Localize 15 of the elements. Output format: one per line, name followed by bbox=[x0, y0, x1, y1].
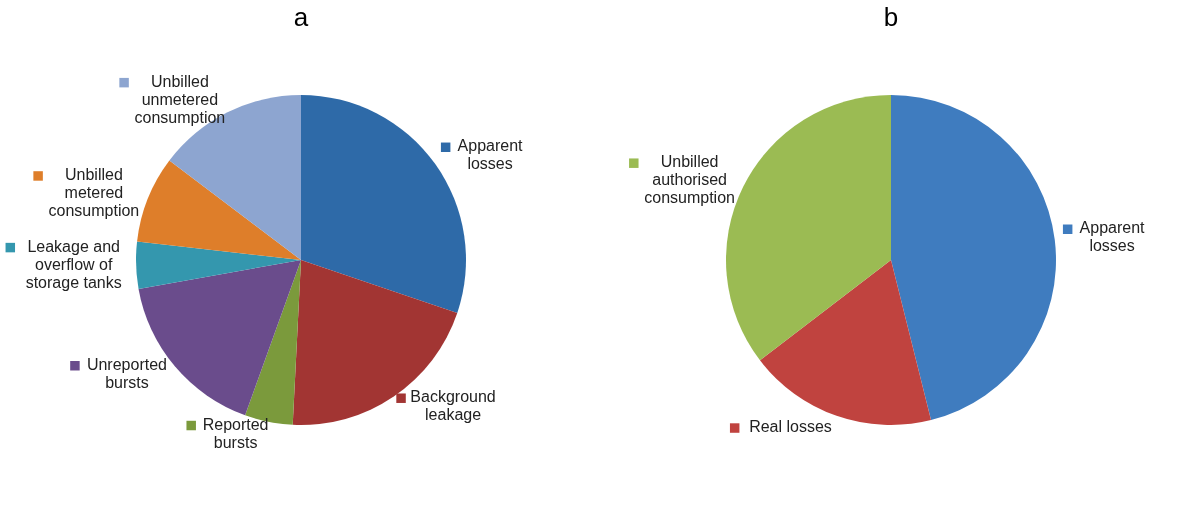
legend-label: Apparent losses bbox=[457, 137, 524, 173]
legend-label: Unbilled unmetered consumption bbox=[134, 72, 226, 126]
legend-label: Leakage and overflow of storage tanks bbox=[25, 237, 122, 291]
pie-slice bbox=[136, 241, 301, 289]
legend-label: Real losses bbox=[749, 418, 832, 436]
legend-label: Unbilled authorised consumption bbox=[644, 153, 735, 207]
pie-slice bbox=[891, 95, 1056, 421]
legend-label: Reported bursts bbox=[202, 415, 269, 451]
chart-title: a bbox=[293, 2, 309, 32]
pie-slice bbox=[137, 160, 301, 260]
legend-label: Unreported bursts bbox=[86, 355, 167, 391]
legend-label: Background leakage bbox=[410, 388, 496, 424]
chart-title: b bbox=[883, 2, 899, 32]
legend-label: Apparent losses bbox=[1079, 219, 1146, 255]
legend-label: Unbilled metered consumption bbox=[48, 165, 140, 219]
